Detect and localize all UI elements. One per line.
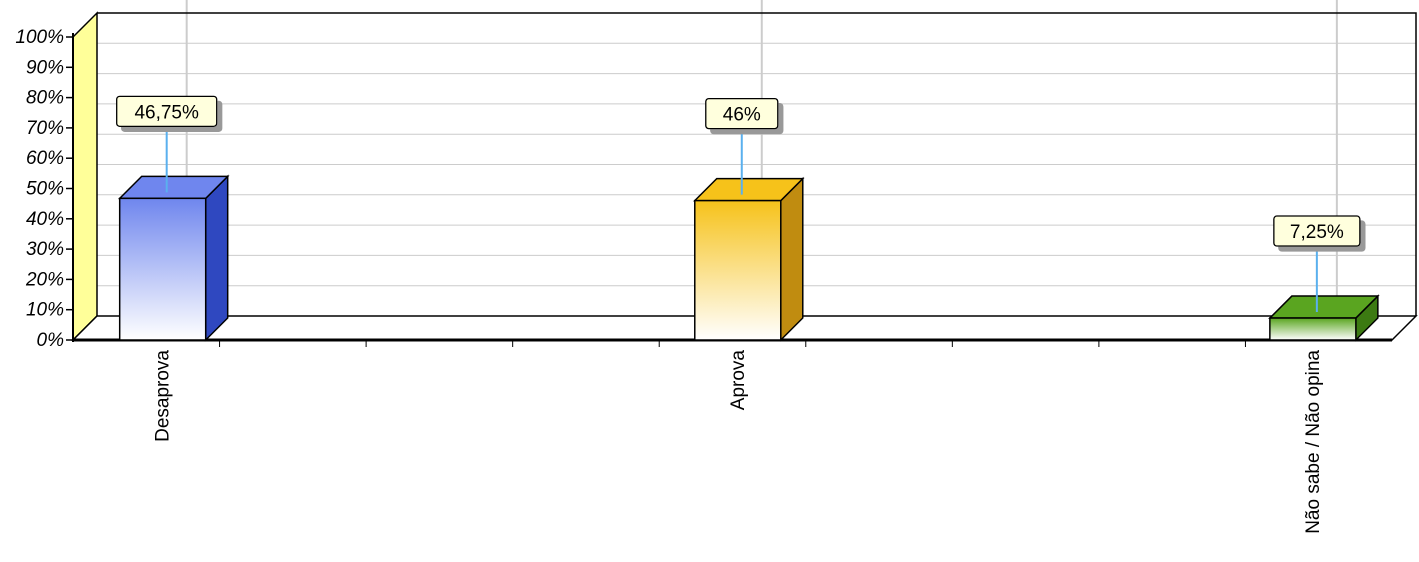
y-tick-label-10: 100% [15, 27, 64, 48]
data-labels: 46,75% 46% 7,25% [116, 95, 1361, 313]
bar-side-1 [780, 176, 804, 342]
bar-2 [1269, 317, 1357, 341]
y-tick-label-5: 50% [26, 179, 64, 200]
back-wall-border [97, 12, 1417, 316]
data-label-1: 46% [723, 105, 761, 126]
side-wall [72, 11, 98, 342]
y-tick-label-3: 30% [26, 239, 64, 260]
bar-0 [118, 197, 207, 341]
y-tick-label-4: 40% [26, 209, 64, 230]
bars [117, 174, 1380, 342]
bar-1 [694, 199, 782, 341]
y-tick-label-2: 20% [25, 269, 64, 290]
x-tick-label-0: Desaprova [153, 350, 174, 442]
x-axis: Desaprova Aprova Não sabe / Não opina [73, 338, 1392, 534]
y-tick-label-6: 60% [26, 148, 64, 169]
bar-side-0 [204, 174, 229, 342]
data-label-0: 46,75% [134, 102, 199, 123]
y-tick-label-9: 90% [26, 57, 64, 78]
y-tick-label-7: 70% [26, 118, 64, 139]
data-label-box-1 [705, 97, 779, 130]
y-tick-label-8: 80% [26, 88, 64, 109]
y-tick-label-1: 10% [26, 300, 64, 321]
y-tick-label-0: 0% [37, 330, 65, 351]
data-label-2: 7,25% [1290, 222, 1344, 243]
y-axis: 0% 10% 20% 30% 40% 50% 60% 70% 80% 90% 100% [15, 27, 74, 351]
x-tick-label-1: Aprova [728, 350, 749, 411]
data-label-box-2 [1273, 215, 1361, 247]
x-tick-label-2: Não sabe / Não opina [1303, 350, 1324, 534]
data-label-box-0 [116, 95, 218, 127]
